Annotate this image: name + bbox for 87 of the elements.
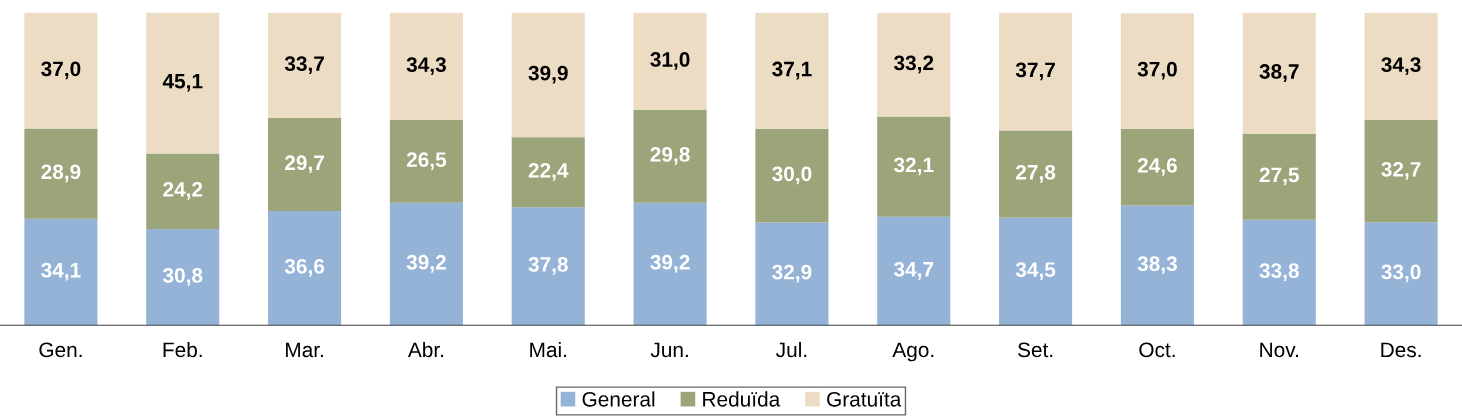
x-tick-label: Abr.	[407, 341, 444, 358]
data-label: 28,9	[41, 164, 81, 183]
bar	[633, 109, 707, 203]
bar	[511, 12, 585, 138]
data-label: 32,9	[772, 264, 812, 283]
bar	[755, 128, 829, 223]
bar	[877, 216, 951, 326]
bar	[1364, 12, 1438, 120]
bar	[268, 118, 342, 211]
bar	[755, 222, 829, 326]
data-label: 30,8	[162, 267, 203, 286]
data-label: 38,3	[1137, 256, 1177, 275]
bar	[1364, 222, 1438, 326]
data-label: 22,4	[528, 163, 569, 181]
bar	[24, 12, 98, 129]
data-label: 24,2	[163, 182, 203, 200]
x-tick-label: Jun.	[650, 342, 688, 358]
data-label: 37,8	[528, 257, 568, 275]
bar	[1120, 128, 1194, 206]
data-label: 34,3	[406, 57, 446, 76]
legend-label: General	[582, 391, 655, 407]
x-tick-label: Nov.	[1260, 342, 1298, 358]
bar	[511, 207, 585, 326]
bar	[1120, 13, 1194, 129]
bar	[1242, 219, 1316, 326]
data-label: 30,0	[772, 166, 812, 185]
bar	[1242, 12, 1316, 134]
bar	[389, 119, 463, 203]
bar	[999, 217, 1073, 326]
data-label: 33,0	[1381, 264, 1421, 283]
bar	[999, 12, 1073, 131]
bar	[268, 210, 342, 326]
data-label: 45,1	[162, 74, 203, 92]
data-label: 34,1	[41, 262, 81, 281]
bar	[268, 12, 342, 119]
bar	[1242, 133, 1316, 220]
bar	[755, 12, 829, 129]
bar	[146, 153, 220, 230]
x-tick-label: Mai.	[530, 341, 567, 358]
bar	[24, 128, 98, 219]
data-label: 27,5	[1259, 167, 1299, 186]
bar	[146, 229, 220, 326]
bar	[633, 12, 707, 110]
x-tick-label: Jul.	[776, 341, 807, 358]
data-label: 37,0	[1137, 61, 1177, 80]
x-tick-label: Oct.	[1139, 342, 1175, 358]
data-label: 36,6	[284, 258, 325, 277]
bar	[633, 202, 707, 326]
bar	[24, 218, 98, 326]
x-tick-label: Mar.	[286, 342, 323, 358]
data-label: 38,7	[1259, 64, 1299, 82]
x-tick-label: Ago.	[892, 342, 934, 362]
data-label: 33,2	[893, 55, 934, 74]
data-label: 37,1	[772, 61, 812, 80]
x-tick-label: Gen.	[39, 342, 82, 358]
data-label: 24,6	[1137, 158, 1177, 176]
data-label: 37,7	[1015, 62, 1055, 81]
data-label: 32,1	[893, 157, 934, 176]
bar	[1364, 119, 1438, 223]
bar	[999, 130, 1073, 218]
x-tick-label: Des.	[1381, 342, 1421, 358]
x-tick-label: Set.	[1018, 342, 1053, 358]
bar	[146, 12, 220, 154]
data-label: 27,8	[1016, 164, 1056, 183]
bar	[877, 12, 951, 117]
data-label: 34,5	[1015, 262, 1056, 280]
bar	[389, 202, 463, 326]
data-label: 34,3	[1381, 57, 1421, 76]
legend-label: Gratuïta	[827, 391, 902, 407]
x-tick-label: Feb.	[163, 341, 202, 358]
legend-label: Reduïda	[703, 391, 781, 407]
bar	[1120, 205, 1194, 326]
bar	[389, 12, 463, 120]
data-label: 39,2	[650, 254, 690, 273]
data-label: 31,0	[650, 52, 690, 70]
data-label: 33,7	[284, 56, 324, 75]
data-label: 33,8	[1259, 263, 1299, 282]
data-label: 29,7	[285, 155, 324, 174]
data-label: 26,5	[406, 152, 447, 170]
bar	[511, 137, 585, 208]
data-label: 39,2	[406, 254, 446, 273]
data-label: 34,7	[893, 261, 934, 280]
data-label: 29,8	[650, 147, 690, 165]
data-label: 39,9	[528, 65, 568, 84]
data-label: 32,7	[1381, 161, 1421, 180]
data-label: 37,0	[41, 61, 81, 80]
bar	[877, 116, 951, 217]
